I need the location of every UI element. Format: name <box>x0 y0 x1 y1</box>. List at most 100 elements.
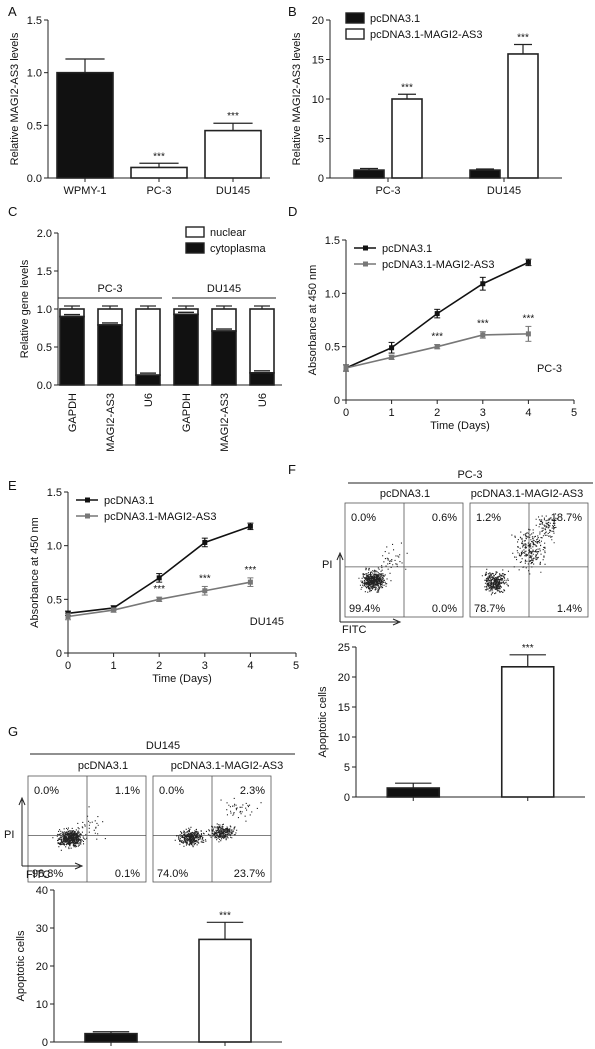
flow-plot-control: 0.0% 1.1% 98.8% 0.1% <box>27 775 147 883</box>
y-tick-label: 2.0 <box>37 228 52 240</box>
y-axis-label: Relative MAGI2-AS3 levels <box>9 32 21 165</box>
significance-marker: *** <box>523 313 535 324</box>
y-tick-label: 0.5 <box>27 120 42 132</box>
y-tick-label: 0.5 <box>325 342 340 354</box>
quadrant-label-lower-right: 0.0% <box>432 603 457 615</box>
x-tick-label: U6 <box>257 393 269 407</box>
bar-segment-cytoplasma <box>97 324 123 386</box>
y-tick-label: 0.5 <box>47 594 62 606</box>
bar <box>386 787 441 798</box>
y-tick-label: 20 <box>36 961 48 973</box>
x-tick-label: 0 <box>65 660 71 672</box>
y-tick-label: 1.0 <box>37 304 52 316</box>
data-point <box>111 607 117 613</box>
data-point <box>480 332 486 338</box>
legend-swatch <box>345 12 365 24</box>
quadrant-label-lower-left: 78.7% <box>474 603 505 615</box>
quadrant-label-upper-right: 2.3% <box>240 785 265 797</box>
x-tick-label: 2 <box>156 660 162 672</box>
quadrant-label-upper-right: 1.1% <box>115 785 140 797</box>
data-point <box>202 539 208 545</box>
flow-y-axis-label: PI <box>4 829 14 841</box>
flow-cytometry-du145: DU145 pcDNA3.1 pcDNA3.1-MAGI2-AS3 0.0% 1.… <box>4 740 295 883</box>
bar <box>84 1032 138 1043</box>
quadrant-label-upper-left: 1.2% <box>476 512 501 524</box>
bar <box>507 53 539 179</box>
x-tick-label: MAGI2-AS3 <box>105 393 117 452</box>
bar-segment-cytoplasma <box>59 315 85 386</box>
group-label: DU145 <box>207 283 241 295</box>
significance-marker: *** <box>522 643 534 654</box>
bar-segment-cytoplasma <box>249 372 275 386</box>
quadrant-label-lower-right: 1.4% <box>557 603 582 615</box>
significance-marker: *** <box>517 32 529 43</box>
y-tick-label: 0 <box>318 173 324 185</box>
legend-label: pcDNA3.1 <box>104 495 154 507</box>
legend-swatch <box>345 28 365 40</box>
bar <box>130 166 188 179</box>
y-tick-label: 40 <box>36 885 48 897</box>
bar-segment-nuclear <box>249 308 275 374</box>
y-tick-label: 30 <box>36 923 48 935</box>
y-tick-label: 0.0 <box>27 173 42 185</box>
chart-f-pc3-apoptosis-bars: 0 5 10 15 20 25 Apoptotic cells *** <box>317 642 585 804</box>
significance-marker: *** <box>219 910 231 921</box>
y-tick-label: 10 <box>338 732 350 744</box>
legend-label: pcDNA3.1-MAGI2-AS3 <box>382 259 494 271</box>
flow-col-label-control: pcDNA3.1 <box>78 760 128 772</box>
significance-marker: *** <box>401 82 413 93</box>
data-point <box>389 354 395 360</box>
data-point <box>247 579 253 585</box>
x-tick-label: 4 <box>525 407 531 419</box>
y-tick-label: 0.0 <box>37 380 52 392</box>
x-tick-label: 2 <box>434 407 440 419</box>
data-point <box>525 331 531 337</box>
legend-marker <box>85 497 90 503</box>
significance-marker: *** <box>477 319 489 330</box>
quadrant-label-upper-left: 0.0% <box>159 785 184 797</box>
y-tick-label: 1.5 <box>47 487 62 499</box>
y-tick-label: 1.0 <box>325 288 340 300</box>
quadrant-label-lower-left: 99.4% <box>349 603 380 615</box>
bar <box>391 98 423 179</box>
group-label: PC-3 <box>97 283 122 295</box>
panel-letter-d: D <box>288 204 297 219</box>
chart-d-pc3-growth-curve: 0 0.5 1.0 1.5 Absorbance at 450 nm 0 1 2 3 4 5 Time… <box>307 235 577 432</box>
x-tick-label: WPMY-1 <box>64 185 107 197</box>
y-axis-label: Relative MAGI2-AS3 levels <box>291 32 303 165</box>
quadrant-label-upper-left: 0.0% <box>34 785 59 797</box>
bar-segment-cytoplasma <box>173 313 199 386</box>
y-tick-label: 10 <box>36 999 48 1011</box>
significance-marker: *** <box>199 573 211 584</box>
y-tick-label: 0.5 <box>37 342 52 354</box>
data-point <box>434 311 440 317</box>
chart-annotation: DU145 <box>250 616 284 628</box>
chart-b-overexpression-levels: 0 5 10 15 20 Relative MAGI2-AS3 levels *** PC-3… <box>291 12 562 197</box>
flow-axis-arrow <box>336 551 402 626</box>
bar-segment-cytoplasma <box>211 330 237 386</box>
y-axis-label: Relative gene levels <box>19 259 31 358</box>
data-point <box>343 365 349 371</box>
significance-marker: *** <box>227 111 239 122</box>
data-point <box>525 259 531 265</box>
y-tick-label: 25 <box>338 642 350 654</box>
x-tick-label: PC-3 <box>375 185 400 197</box>
flow-plot-overexpression: 1.2% 18.7% 78.7% 1.4% <box>469 502 589 618</box>
flow-plot-overexpression: 0.0% 2.3% 74.0% 23.7% <box>152 775 272 883</box>
bar-segment-nuclear <box>59 308 85 318</box>
y-tick-label: 5 <box>318 134 324 146</box>
flow-scatter-dots <box>52 806 106 851</box>
panel-letter-b: B <box>288 4 297 19</box>
y-tick-label: 0 <box>334 395 340 407</box>
y-axis-label: Apoptotic cells <box>317 686 329 757</box>
x-tick-label: GAPDH <box>181 393 193 432</box>
y-tick-label: 1.0 <box>47 541 62 553</box>
x-tick-label: 0 <box>343 407 349 419</box>
x-tick-label: 1 <box>111 660 117 672</box>
significance-marker: *** <box>153 584 165 595</box>
y-axis-label: Absorbance at 450 nm <box>307 265 319 376</box>
legend-label: pcDNA3.1 <box>370 13 420 25</box>
bar <box>198 938 252 1043</box>
y-axis-label: Absorbance at 450 nm <box>29 517 41 628</box>
flow-x-axis-label: FITC <box>26 869 50 881</box>
